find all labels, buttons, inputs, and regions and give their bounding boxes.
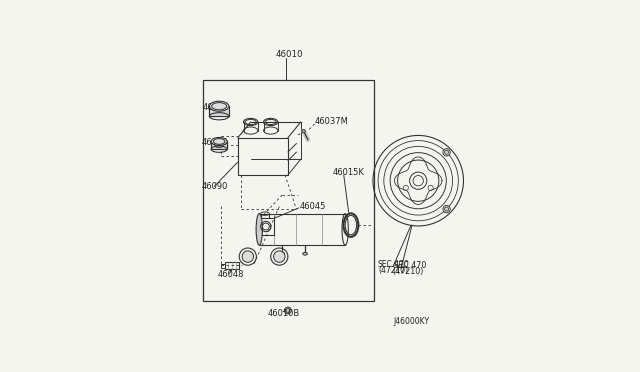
Text: 46090: 46090 xyxy=(202,182,228,191)
Circle shape xyxy=(273,251,285,262)
Ellipse shape xyxy=(280,252,284,255)
Ellipse shape xyxy=(303,252,307,255)
Circle shape xyxy=(284,307,291,314)
Bar xyxy=(221,264,225,268)
Text: 46020: 46020 xyxy=(202,103,229,112)
Bar xyxy=(225,262,239,269)
Ellipse shape xyxy=(211,137,227,145)
Text: 46010: 46010 xyxy=(275,50,303,59)
Ellipse shape xyxy=(256,214,262,245)
Text: 46045: 46045 xyxy=(300,202,326,211)
Bar xyxy=(209,106,229,116)
Text: 46010B: 46010B xyxy=(268,310,300,318)
Text: SEC.470: SEC.470 xyxy=(394,261,427,270)
Bar xyxy=(204,80,374,301)
Text: 46037M: 46037M xyxy=(315,118,349,126)
Text: 46015K: 46015K xyxy=(332,168,364,177)
Text: 46093: 46093 xyxy=(202,138,228,147)
Text: (47210): (47210) xyxy=(393,267,424,276)
Circle shape xyxy=(302,129,305,133)
Circle shape xyxy=(443,205,451,213)
Text: SEC.470: SEC.470 xyxy=(377,260,409,269)
Text: J46000KY: J46000KY xyxy=(394,317,429,326)
Text: 46048: 46048 xyxy=(218,270,244,279)
Ellipse shape xyxy=(209,101,229,111)
Bar xyxy=(211,141,227,149)
Circle shape xyxy=(443,149,451,156)
Circle shape xyxy=(242,251,253,262)
Text: (47210): (47210) xyxy=(378,266,408,275)
